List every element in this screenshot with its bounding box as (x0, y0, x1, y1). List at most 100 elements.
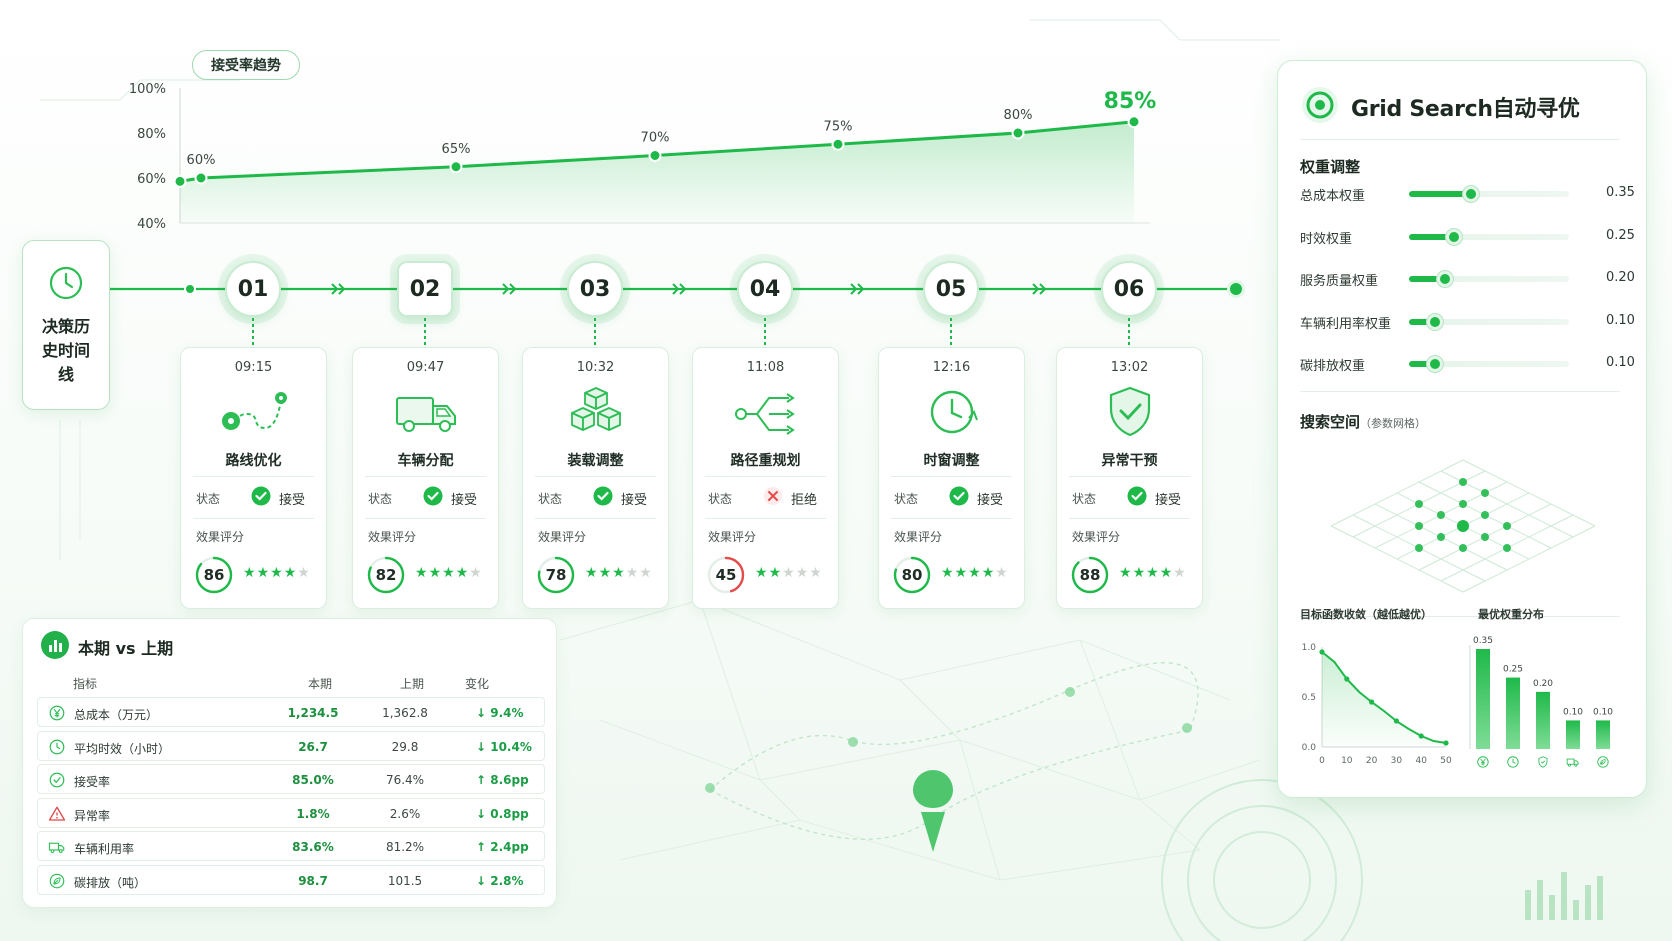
slider-handle[interactable] (1446, 228, 1462, 245)
score-ring (893, 556, 931, 594)
slider-handle[interactable] (1427, 313, 1443, 330)
card-time: 09:47 (406, 360, 445, 375)
chevron-icon (331, 283, 346, 295)
timeline-node-05[interactable]: 05 (923, 261, 979, 317)
divider (535, 518, 656, 519)
timeline-start-dot (184, 283, 196, 295)
divider (1069, 518, 1190, 519)
boxes-icon (571, 387, 621, 431)
weight-slider[interactable] (1409, 271, 1569, 287)
trend-point (173, 174, 187, 188)
trend-point (194, 171, 208, 185)
clock-icon (930, 390, 978, 434)
timeline-node-06[interactable]: 06 (1101, 261, 1157, 317)
grid-search-panel: Grid Search自动寻优 权重调整 总成本权重 0.35 时效权重 0.25… (1277, 60, 1647, 798)
card-title: 路线优化 (225, 453, 282, 469)
metric-current: 83.6% (292, 840, 334, 854)
score-value: 80 (901, 566, 923, 584)
trend-point (449, 160, 463, 174)
status-value: 拒绝 (791, 493, 818, 508)
metric-name: 接受率 (74, 775, 111, 789)
slider-fill (1409, 191, 1471, 197)
metric-previous: 76.4% (385, 773, 425, 787)
grid-point (1415, 500, 1423, 508)
decision-card[interactable]: 11:08 路径重规划 状态 拒绝 效果评分 45 ★★★★★ (692, 347, 839, 609)
weight-value: 0.10 (1606, 355, 1635, 370)
chevron-icon (502, 283, 517, 295)
trend-value-label: 75% (824, 119, 853, 134)
decision-card[interactable]: 12:16 时窗调整 状态 接受 效果评分 80 ★★★★★ (878, 347, 1025, 609)
weight-label: 时效权重 (1300, 231, 1353, 247)
decision-card[interactable]: 09:47 车辆分配 状态 接受 效果评分 82 ★★★★★ (352, 347, 499, 609)
weight-value: 0.25 (1606, 227, 1635, 243)
table-row: 异常率 1.8% 2.6% ↓ 0.8pp (37, 797, 545, 828)
slider-handle[interactable] (1463, 186, 1479, 202)
grid-point (1457, 520, 1469, 532)
timeline-node-03[interactable]: 03 (567, 261, 623, 317)
bar-value-label: 0.35 (1473, 636, 1493, 646)
decision-card[interactable]: 09:15 路线优化 状态 接受 效果评分 86 ★★★★★ (180, 347, 327, 609)
trend-point (648, 149, 662, 162)
star-icon: ★ (795, 565, 810, 581)
grid-point (1503, 522, 1511, 530)
star-icon: ★ (585, 565, 599, 581)
weight-bar (1506, 677, 1520, 749)
metric-previous: 2.6% (389, 806, 421, 821)
grid-point (1459, 544, 1467, 552)
x-tick-label: 40 (1415, 756, 1427, 766)
metric-current: 26.7 (298, 739, 328, 754)
convergence-point (1319, 649, 1325, 655)
weight-slider[interactable] (1409, 186, 1569, 202)
trend-value-label: 60% (187, 153, 216, 168)
metric-previous: 101.5 (387, 873, 423, 888)
grid-line (1462, 525, 1596, 593)
score-value: 86 (203, 566, 225, 584)
decision-card[interactable]: 13:02 异常干预 状态 接受 效果评分 88 ★★★★★ (1056, 347, 1203, 609)
slider-handle[interactable] (1437, 271, 1453, 287)
metric-change: ↓ 0.8pp (476, 806, 529, 821)
accept-icon (949, 486, 969, 506)
weight-label: 碳排放权重 (1300, 359, 1366, 374)
star-icon: ★ (981, 565, 996, 581)
score-ring (537, 556, 575, 594)
history-timeline-tab[interactable]: 决策历史时间线 (22, 240, 110, 410)
star-icon: ★ (625, 565, 640, 581)
slider-fill (1409, 361, 1435, 367)
card-time: 13:02 (1110, 360, 1149, 375)
x-tick-label: 10 (1341, 756, 1353, 766)
truck-icon (48, 842, 65, 853)
status-value: 接受 (1155, 493, 1182, 508)
convergence-point (1369, 699, 1375, 705)
metric-name: 平均时效（小时） (74, 741, 171, 756)
weight-label: 服务质量权重 (1300, 274, 1379, 289)
star-icon: ★ (283, 565, 298, 581)
timeline-node-04[interactable]: 04 (737, 261, 793, 317)
weight-slider[interactable] (1409, 228, 1569, 245)
metric-previous: 29.8 (391, 739, 419, 754)
score-label: 效果评分 (538, 530, 587, 544)
trend-point (1127, 115, 1141, 129)
score-label: 效果评分 (708, 530, 757, 544)
accept-icon (1127, 486, 1147, 506)
table-row: 碳排放（吨） 98.7 101.5 ↓ 2.8% (37, 864, 545, 895)
star-icon: ★ (469, 565, 483, 581)
metric-current: 98.7 (298, 873, 328, 888)
status-label: 状态 (1072, 492, 1097, 506)
trend-value-label: 65% (442, 142, 471, 157)
star-icon: ★ (612, 565, 626, 581)
decision-card[interactable]: 10:32 装载调整 状态 接受 效果评分 78 ★★★★★ (522, 347, 669, 609)
metric-current: 1,234.5 (287, 706, 339, 720)
grid-point (1459, 478, 1467, 486)
weight-value: 0.35 (1606, 185, 1635, 200)
star-icon: ★ (782, 565, 796, 581)
rating-stars: ★★★★★ (755, 565, 823, 581)
rating-stars: ★★★★★ (585, 565, 653, 581)
score-value: 88 (1079, 566, 1101, 584)
timeline-node-01[interactable]: 01 (225, 261, 281, 317)
convergence-point (1344, 676, 1350, 682)
star-icon: ★ (1119, 565, 1133, 581)
weight-slider[interactable] (1409, 313, 1569, 330)
weight-slider[interactable] (1409, 356, 1569, 372)
slider-handle[interactable] (1427, 356, 1443, 372)
timeline-node-02[interactable]: 02 (397, 261, 453, 317)
